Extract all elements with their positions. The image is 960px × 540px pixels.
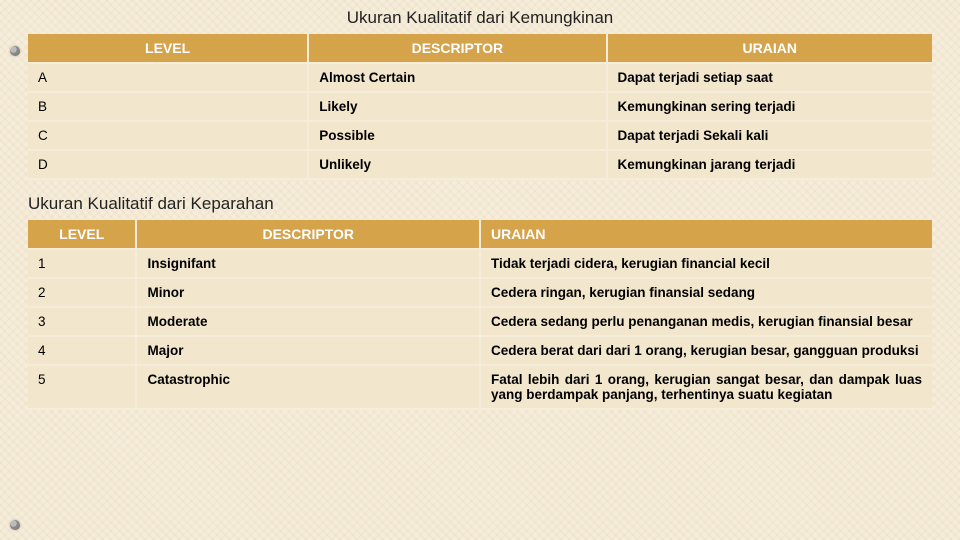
col-header-level: LEVEL <box>28 34 308 63</box>
cell-uraian: Kemungkinan sering terjadi <box>607 92 932 121</box>
col-header-descriptor: DESCRIPTOR <box>136 220 480 249</box>
rivet-decoration <box>10 46 20 56</box>
title-1: Ukuran Kualitatif dari Kemungkinan <box>28 8 932 28</box>
cell-level: 5 <box>28 365 136 409</box>
cell-uraian: Fatal lebih dari 1 orang, kerugian sanga… <box>480 365 932 409</box>
cell-descriptor: Possible <box>308 121 606 150</box>
cell-uraian: Tidak terjadi cidera, kerugian financial… <box>480 249 932 278</box>
cell-descriptor: Major <box>136 336 480 365</box>
title-2: Ukuran Kualitatif dari Keparahan <box>28 194 932 214</box>
table-header-row: LEVEL DESCRIPTOR URAIAN <box>28 220 932 249</box>
cell-level: 4 <box>28 336 136 365</box>
table-row: 5CatastrophicFatal lebih dari 1 orang, k… <box>28 365 932 409</box>
table-row: 2MinorCedera ringan, kerugian finansial … <box>28 278 932 307</box>
col-header-descriptor: DESCRIPTOR <box>308 34 606 63</box>
cell-level: B <box>28 92 308 121</box>
slide-page: Ukuran Kualitatif dari Kemungkinan LEVEL… <box>0 0 960 540</box>
cell-uraian: Cedera ringan, kerugian finansial sedang <box>480 278 932 307</box>
cell-descriptor: Unlikely <box>308 150 606 179</box>
cell-level: 3 <box>28 307 136 336</box>
rivet-decoration <box>10 520 20 530</box>
table-row: 1InsignifantTidak terjadi cidera, kerugi… <box>28 249 932 278</box>
col-header-uraian: URAIAN <box>607 34 932 63</box>
cell-level: D <box>28 150 308 179</box>
table-row: 4MajorCedera berat dari dari 1 orang, ke… <box>28 336 932 365</box>
cell-uraian: Kemungkinan jarang terjadi <box>607 150 932 179</box>
table-likelihood: LEVEL DESCRIPTOR URAIAN AAlmost CertainD… <box>28 34 932 180</box>
table-row: AAlmost CertainDapat terjadi setiap saat <box>28 63 932 92</box>
cell-uraian: Cedera sedang perlu penanganan medis, ke… <box>480 307 932 336</box>
cell-uraian: Dapat terjadi Sekali kali <box>607 121 932 150</box>
table-row: BLikelyKemungkinan sering terjadi <box>28 92 932 121</box>
cell-descriptor: Almost Certain <box>308 63 606 92</box>
cell-descriptor: Minor <box>136 278 480 307</box>
cell-uraian: Dapat terjadi setiap saat <box>607 63 932 92</box>
cell-descriptor: Catastrophic <box>136 365 480 409</box>
cell-uraian: Cedera berat dari dari 1 orang, kerugian… <box>480 336 932 365</box>
cell-level: A <box>28 63 308 92</box>
cell-descriptor: Insignifant <box>136 249 480 278</box>
cell-level: 2 <box>28 278 136 307</box>
cell-level: 1 <box>28 249 136 278</box>
cell-level: C <box>28 121 308 150</box>
cell-descriptor: Likely <box>308 92 606 121</box>
col-header-uraian: URAIAN <box>480 220 932 249</box>
col-header-level: LEVEL <box>28 220 136 249</box>
cell-descriptor: Moderate <box>136 307 480 336</box>
table-row: DUnlikelyKemungkinan jarang terjadi <box>28 150 932 179</box>
table-header-row: LEVEL DESCRIPTOR URAIAN <box>28 34 932 63</box>
table-severity: LEVEL DESCRIPTOR URAIAN 1InsignifantTida… <box>28 220 932 410</box>
table-row: CPossibleDapat terjadi Sekali kali <box>28 121 932 150</box>
table-row: 3ModerateCedera sedang perlu penanganan … <box>28 307 932 336</box>
